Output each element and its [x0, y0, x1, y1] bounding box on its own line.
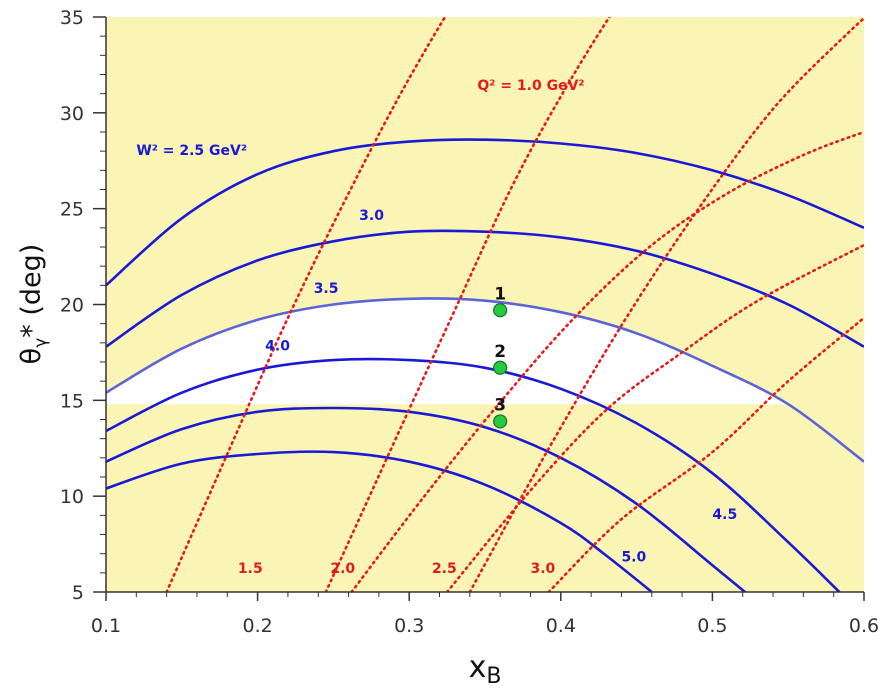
y-axis-title-sub: γ: [31, 338, 51, 348]
y-axis-title-main: θ: [16, 348, 47, 365]
y-tick-label: 20: [60, 295, 84, 317]
q2-line-0: [324, 17, 611, 592]
data-point-label: 2: [494, 342, 506, 362]
x-axis-title: xB: [469, 650, 502, 689]
w2-curve-0: [106, 138, 864, 287]
w2-curve-4: [106, 406, 748, 592]
w2-curve-label: W² = 2.5 GeV²: [136, 143, 247, 159]
q2-lines: [165, 17, 864, 592]
data-points: 1 2 3: [493, 284, 508, 429]
data-point: [493, 360, 508, 375]
q2-line-4: [547, 316, 864, 592]
w2-curve-label: 3.5: [314, 281, 339, 297]
w2-curve-label: 4.0: [265, 339, 290, 355]
w2-curve-3: [106, 357, 842, 592]
q2-line-label: 2.5: [432, 561, 457, 577]
q2-line-2: [350, 130, 864, 592]
w2-curves: [106, 138, 864, 592]
w2-curve-2: [106, 297, 864, 463]
w2-curve-label: 3.0: [359, 208, 384, 224]
q2-line-label: 3.0: [530, 561, 555, 577]
x-axis-title-sub: B: [486, 664, 501, 689]
y-tick-label: 25: [60, 199, 84, 221]
x-tick-label: 0.5: [697, 615, 727, 637]
y-tick-label: 5: [72, 582, 84, 604]
x-tick-label: 0.6: [849, 615, 879, 637]
data-point: [493, 414, 508, 429]
y-tick-label: 30: [60, 103, 84, 125]
axes: 0.1 0.2 0.3 0.4 0.5 0.6 5 10 15 20 25 30 35: [60, 7, 879, 637]
w2-curve-5: [106, 450, 653, 592]
y-tick-label: 35: [60, 7, 84, 29]
data-point-label: 3: [494, 395, 506, 415]
data-point: [493, 303, 508, 318]
q2-line-label: Q² = 1.0 GeV²: [477, 78, 584, 94]
y-tick-label: 15: [60, 390, 84, 412]
white-band: [106, 298, 789, 405]
x-axis-title-main: x: [469, 650, 487, 685]
x-tick-label: 0.1: [91, 615, 121, 637]
q2-line-label: 1.5: [238, 561, 263, 577]
q2-line-5: [165, 17, 447, 592]
x-tick-label: 0.4: [546, 615, 576, 637]
q2-line-1: [468, 17, 864, 592]
y-tick-label: 10: [60, 486, 84, 508]
data-point-label: 1: [494, 284, 506, 304]
w2-curve-1: [106, 229, 864, 348]
q2-line-label: 2.0: [330, 561, 355, 577]
x-tick-label: 0.2: [242, 615, 272, 637]
w2-curve-label: 4.5: [712, 507, 737, 523]
y-axis-title: θγ* (deg): [16, 244, 51, 365]
x-tick-label: 0.3: [394, 615, 424, 637]
curve-labels: W² = 2.5 GeV² 3.0 3.5 4.0 4.5 5.0 Q² = 1.0 GeV…: [136, 78, 737, 577]
y-axis-title-suffix: * (deg): [16, 244, 47, 338]
q2-line-3: [445, 243, 864, 592]
w2-curve-label: 5.0: [621, 549, 646, 565]
